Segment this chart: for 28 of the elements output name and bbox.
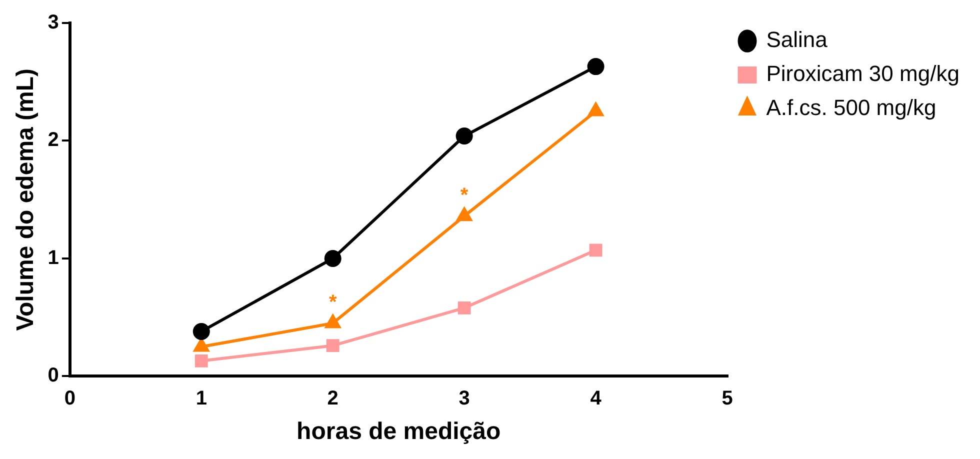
- point: [326, 339, 340, 352]
- legend-label: Salina: [766, 27, 828, 52]
- point: [192, 322, 210, 340]
- legend-label: Piroxicam 30 mg/kg: [766, 61, 960, 86]
- x-tick-label: 1: [196, 388, 207, 410]
- y-tick-label: 1: [48, 246, 59, 269]
- y-axis-title: Volume do edema (mL): [12, 68, 40, 331]
- annotation: *: [460, 184, 468, 207]
- point: [325, 314, 340, 328]
- point: [456, 208, 472, 222]
- point: [589, 244, 602, 257]
- y-tick-label: 2: [48, 129, 59, 152]
- point: [324, 250, 342, 267]
- annotation: *: [328, 292, 337, 314]
- point: [194, 354, 208, 368]
- point: [458, 301, 471, 314]
- x-tick-label: 4: [590, 388, 602, 410]
- x-tick-label: 2: [327, 388, 338, 410]
- point: [194, 338, 209, 352]
- x-axis-title: horas de medição: [296, 418, 501, 446]
- point: [456, 128, 473, 145]
- y-tick-label: 0: [48, 364, 59, 387]
- legend-label: A.f.cs. 500 mg/kg: [766, 95, 936, 120]
- y-tick-label: 3: [48, 12, 59, 34]
- point: [587, 58, 604, 76]
- x-tick-label: 5: [722, 388, 733, 410]
- x-tick-label: 3: [458, 388, 470, 410]
- x-tick-label: 0: [64, 388, 76, 410]
